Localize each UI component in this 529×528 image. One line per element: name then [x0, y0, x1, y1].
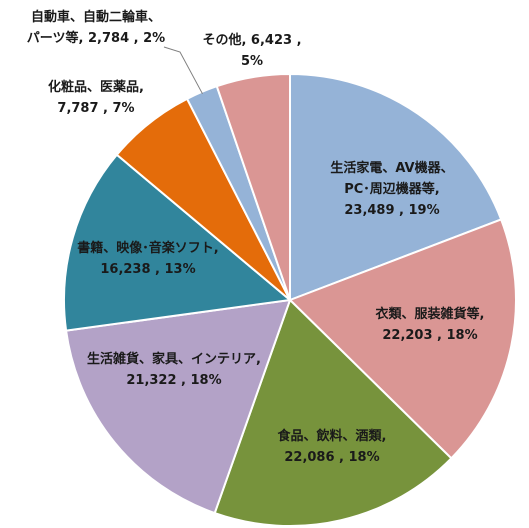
data-label-line: その他, 6,423 , [202, 32, 301, 48]
data-label-line: 22,086 , 18% [284, 450, 379, 465]
data-label-line: 自動車、自動二輪車、 [31, 9, 161, 25]
pie-slice-electronics [289, 72, 503, 302]
data-label-line: 化粧品、医薬品, [48, 79, 144, 95]
data-label-line: 23,489 , 19% [344, 203, 439, 218]
data-label-cosmetics: 化粧品、医薬品, 7,787 , 7% [48, 79, 144, 116]
data-label-line: 書籍、映像･音楽ソフト, [77, 240, 218, 256]
pie-slice-household [64, 298, 292, 515]
data-label-electronics: 生活家電、AV機器、 PC･周辺機器等, 23,489 , 19% [330, 160, 453, 218]
pie-slice-other [215, 72, 291, 301]
data-label-line: 21,322 , 18% [126, 373, 221, 388]
data-label-line: 生活家電、AV機器、 [330, 160, 453, 176]
pie-slice-clothing [288, 218, 517, 460]
data-label-household: 生活雑貨、家具、インテリア, 21,322 , 18% [87, 351, 261, 388]
pie-slice-food [213, 298, 453, 527]
data-label-clothing: 衣類、服装雑貨等, 22,203 , 18% [376, 306, 485, 343]
data-label-automotive: 自動車、自動二輪車、パーツ等, 2,784 , 2% [27, 9, 165, 46]
data-label-other: その他, 6,423 , 5% [202, 32, 301, 69]
data-label-line: 5% [241, 54, 263, 69]
data-label-line: パーツ等, 2,784 , 2% [27, 30, 165, 46]
data-label-line: PC･周辺機器等, [344, 181, 440, 197]
data-label-line: 16,238 , 13% [100, 262, 195, 277]
data-label-line: 7,787 , 7% [57, 101, 134, 116]
pie-slice-books [63, 153, 293, 332]
data-label-line: 衣類、服装雑貨等, [376, 306, 485, 322]
data-label-food: 食品、飲料、酒類, 22,086 , 18% [278, 428, 387, 465]
data-label-line: 22,203 , 18% [382, 328, 477, 343]
data-label-line: 食品、飲料、酒類, [278, 428, 387, 444]
pie-slices [63, 72, 517, 527]
leader-line-automotive [163, 46, 203, 95]
data-label-line: 生活雑貨、家具、インテリア, [87, 351, 261, 367]
data-label-books: 書籍、映像･音楽ソフト, 16,238 , 13% [77, 240, 218, 277]
